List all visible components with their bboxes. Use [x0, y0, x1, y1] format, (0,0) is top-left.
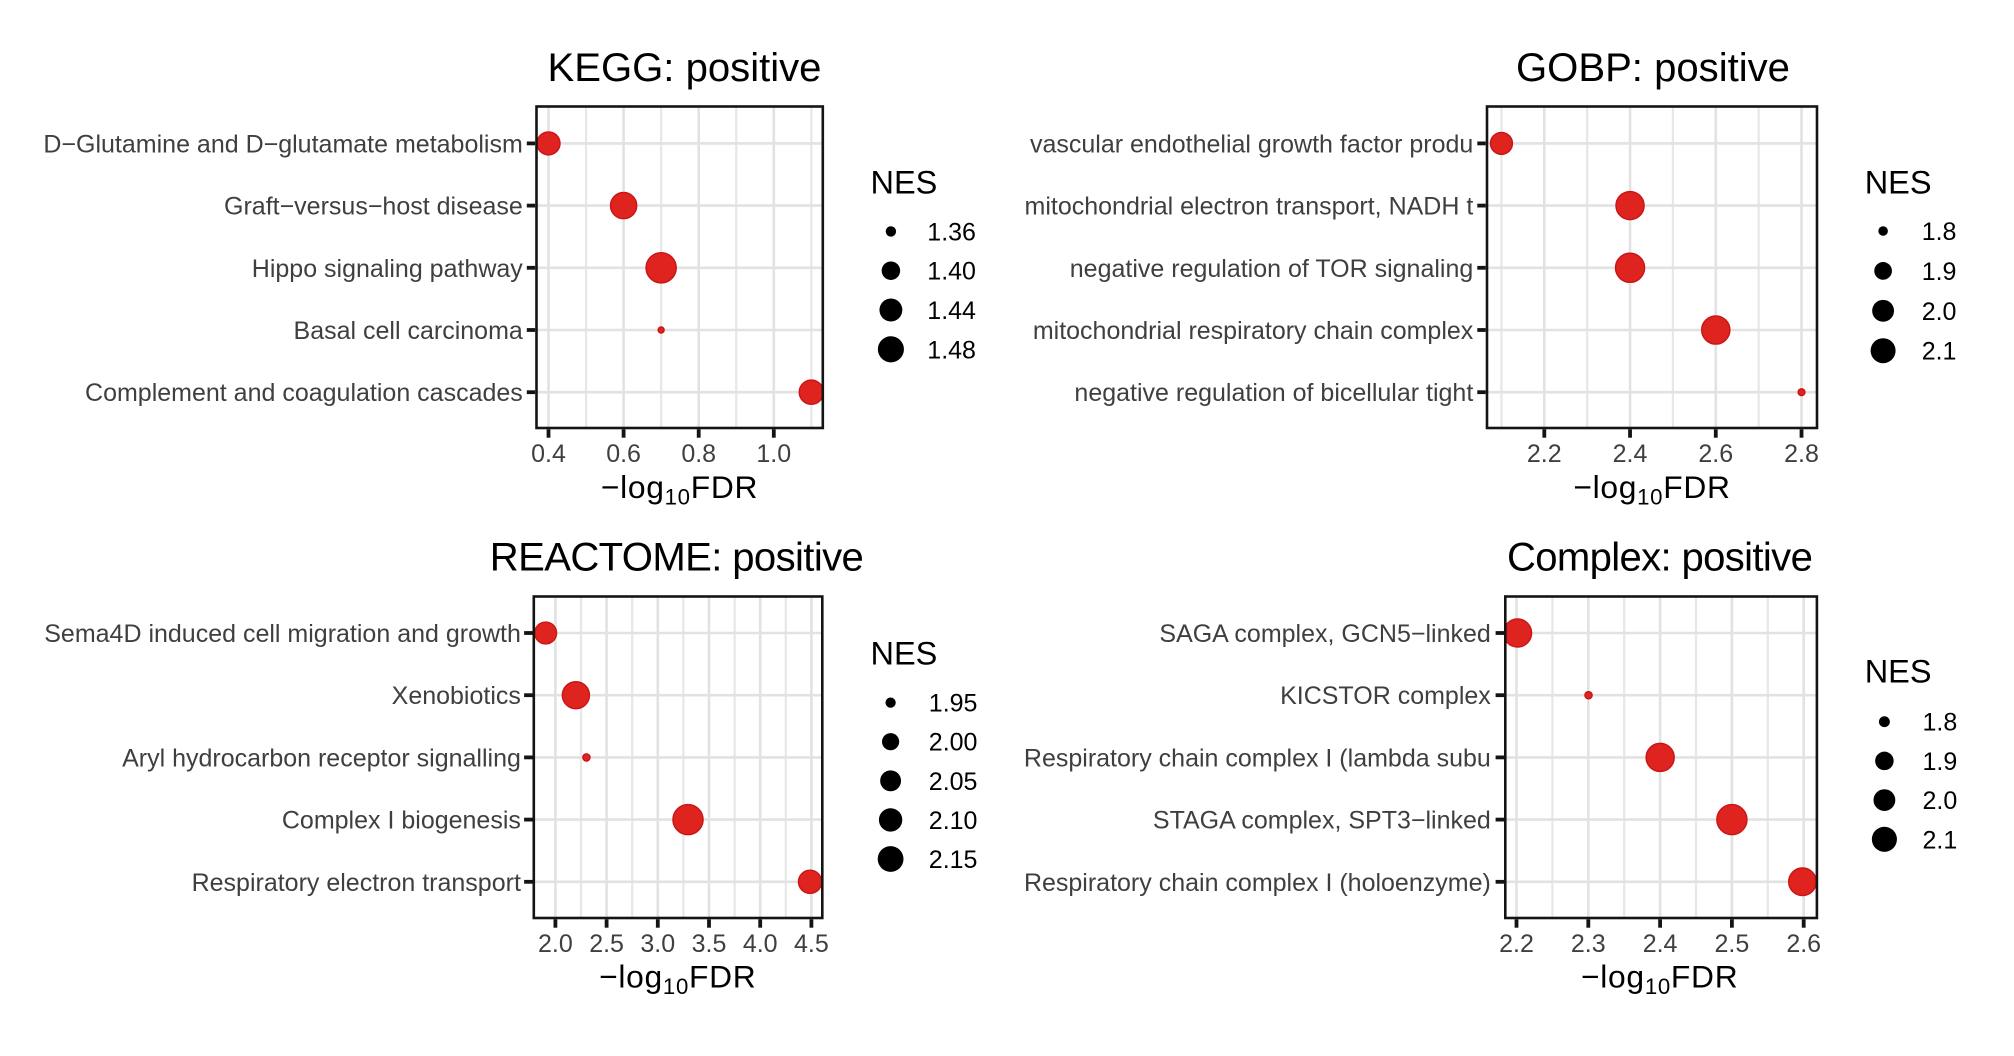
svg-text:NES: NES: [871, 636, 938, 672]
svg-text:2.6: 2.6: [1786, 930, 1821, 958]
svg-text:2.5: 2.5: [1715, 930, 1750, 958]
svg-text:1.40: 1.40: [927, 258, 976, 286]
svg-text:2.4: 2.4: [1613, 440, 1648, 468]
svg-text:Complex I biogenesis: Complex I biogenesis: [282, 807, 521, 835]
svg-text:2.1: 2.1: [1922, 338, 1957, 366]
svg-text:REACTOME: positive: REACTOME: positive: [490, 536, 863, 580]
svg-text:Hippo signaling pathway: Hippo signaling pathway: [252, 255, 524, 283]
svg-text:Graft−versus−host disease: Graft−versus−host disease: [224, 193, 523, 221]
svg-text:1.9: 1.9: [1922, 258, 1957, 286]
svg-text:2.8: 2.8: [1784, 440, 1819, 468]
svg-text:2.1: 2.1: [1923, 826, 1958, 854]
svg-text:2.05: 2.05: [929, 768, 978, 796]
svg-text:STAGA complex, SPT3−linked: STAGA complex, SPT3−linked: [1153, 807, 1491, 835]
svg-text:mitochondrial electron transpo: mitochondrial electron transport, NADH t: [1025, 193, 1474, 221]
svg-text:0.8: 0.8: [681, 440, 716, 468]
svg-text:Aryl hydrocarbon receptor sign: Aryl hydrocarbon receptor signalling: [122, 744, 521, 772]
svg-text:2.3: 2.3: [1571, 930, 1606, 958]
svg-text:3.5: 3.5: [692, 930, 727, 958]
svg-text:2.2: 2.2: [1527, 440, 1562, 468]
svg-text:Respiratory chain complex I (h: Respiratory chain complex I (holoenzyme): [1024, 869, 1491, 897]
svg-text:NES: NES: [1865, 654, 1932, 690]
svg-text:SAGA complex, GCN5−linked: SAGA complex, GCN5−linked: [1159, 620, 1490, 648]
svg-text:4.0: 4.0: [743, 930, 778, 958]
svg-text:KEGG: positive: KEGG: positive: [548, 46, 822, 90]
svg-text:2.00: 2.00: [929, 729, 978, 757]
svg-text:Xenobiotics: Xenobiotics: [392, 682, 521, 710]
svg-text:2.2: 2.2: [1499, 930, 1534, 958]
svg-text:2.5: 2.5: [589, 930, 624, 958]
svg-text:negative regulation of bicellu: negative regulation of bicellular tight: [1074, 379, 1473, 407]
svg-text:2.15: 2.15: [929, 846, 978, 874]
svg-text:Complement and coagulation cas: Complement and coagulation cascades: [85, 379, 523, 407]
svg-text:Sema4D induced cell migration: Sema4D induced cell migration and growth: [44, 620, 521, 648]
svg-text:Respiratory chain complex I (l: Respiratory chain complex I (lambda subu: [1024, 744, 1491, 772]
svg-text:1.95: 1.95: [929, 690, 978, 718]
svg-text:mitochondrial respiratory chai: mitochondrial respiratory chain complex: [1033, 317, 1474, 345]
svg-text:2.0: 2.0: [538, 930, 573, 958]
svg-text:1.48: 1.48: [927, 336, 976, 364]
svg-text:Complex: positive: Complex: positive: [1507, 536, 1812, 580]
svg-text:Basal cell carcinoma: Basal cell carcinoma: [294, 317, 523, 345]
svg-text:2.6: 2.6: [1698, 440, 1733, 468]
svg-text:2.0: 2.0: [1923, 787, 1958, 815]
svg-text:NES: NES: [1865, 164, 1932, 200]
svg-text:−log10FDR: −log10FDR: [599, 959, 756, 1000]
svg-text:2.4: 2.4: [1643, 930, 1678, 958]
svg-text:NES: NES: [871, 164, 938, 200]
svg-text:1.9: 1.9: [1923, 748, 1958, 776]
svg-text:1.44: 1.44: [927, 297, 976, 325]
svg-text:1.8: 1.8: [1923, 709, 1958, 737]
svg-text:negative regulation of TOR sig: negative regulation of TOR signaling: [1070, 255, 1474, 283]
svg-text:0.6: 0.6: [606, 440, 641, 468]
svg-text:2.0: 2.0: [1922, 298, 1957, 326]
svg-text:3.0: 3.0: [640, 930, 675, 958]
svg-text:0.4: 0.4: [531, 440, 566, 468]
svg-text:1.8: 1.8: [1922, 218, 1957, 246]
svg-text:KICSTOR complex: KICSTOR complex: [1280, 682, 1491, 710]
svg-text:1.36: 1.36: [927, 218, 976, 246]
svg-text:Respiratory electron transport: Respiratory electron transport: [192, 869, 521, 897]
svg-text:1.0: 1.0: [756, 440, 791, 468]
svg-text:2.10: 2.10: [929, 807, 978, 835]
svg-text:GOBP: positive: GOBP: positive: [1516, 46, 1790, 90]
svg-text:D−Glutamine and D−glutamate me: D−Glutamine and D−glutamate metabolism: [43, 130, 522, 158]
svg-text:vascular endothelial growth fa: vascular endothelial growth factor produ: [1030, 130, 1473, 158]
svg-text:4.5: 4.5: [794, 930, 829, 958]
